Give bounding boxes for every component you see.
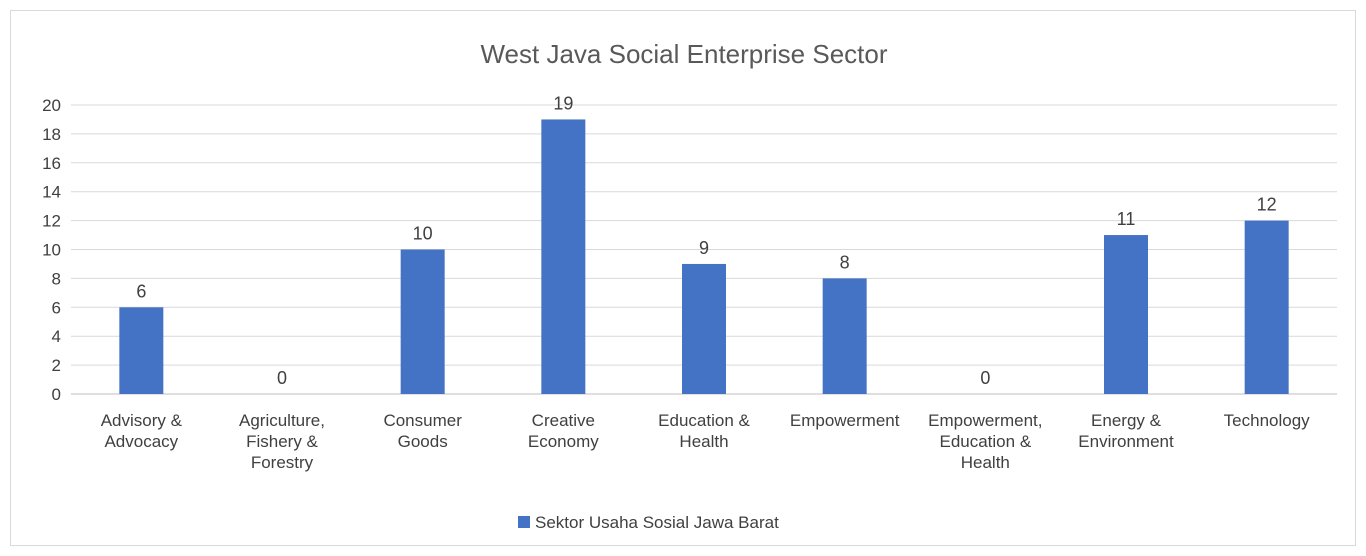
bar <box>400 249 445 394</box>
legend-swatch <box>518 516 530 528</box>
y-tick-label: 10 <box>42 241 61 260</box>
legend: Sektor Usaha Sosial Jawa Barat <box>518 513 779 532</box>
data-label: 0 <box>980 368 990 388</box>
data-label: 6 <box>136 281 146 301</box>
y-tick-label: 18 <box>42 125 61 144</box>
data-label: 12 <box>1257 195 1277 215</box>
bar <box>119 307 164 394</box>
y-tick-label: 14 <box>42 183 61 202</box>
category-label: Consumer Goods <box>383 411 462 451</box>
data-label: 10 <box>413 224 433 244</box>
chart-title: West Java Social Enterprise Sector <box>480 39 887 69</box>
bar <box>1104 235 1148 394</box>
legend-label: Sektor Usaha Sosial Jawa Barat <box>535 513 779 532</box>
category-label: Energy & Environment <box>1078 411 1174 451</box>
x-axis-categories: Advisory & Advocacy Agriculture, Fishery & F… <box>101 411 1310 472</box>
category-label: Education & Health <box>658 411 750 451</box>
category-label: Creative Economy <box>528 411 599 451</box>
bar <box>1244 220 1289 394</box>
category-label: Empowerment, Education & Health <box>928 411 1042 472</box>
data-label: 11 <box>1117 209 1136 229</box>
category-label: Empowerment <box>790 411 900 430</box>
bar <box>682 263 726 394</box>
y-tick-label: 4 <box>52 327 61 346</box>
data-label: 9 <box>699 238 709 258</box>
y-tick-label: 12 <box>42 212 61 231</box>
category-label: Advisory & Advocacy <box>101 411 183 451</box>
chart-frame: West Java Social Enterprise Sector 0 2 4 6 8… <box>10 10 1356 546</box>
bar-chart: West Java Social Enterprise Sector 0 2 4 6 8… <box>42 39 1337 532</box>
y-tick-label: 2 <box>52 356 61 375</box>
bar <box>541 119 586 394</box>
y-axis-ticks: 0 2 4 6 8 10 12 14 16 18 20 <box>42 96 61 404</box>
data-label: 8 <box>840 252 850 272</box>
y-tick-label: 16 <box>42 154 61 173</box>
bars <box>119 119 1289 394</box>
category-label: Agriculture, Fishery & Forestry <box>239 411 325 472</box>
bar <box>822 278 867 394</box>
data-label: 0 <box>277 368 287 388</box>
y-tick-label: 8 <box>52 269 61 288</box>
y-tick-label: 20 <box>42 96 61 115</box>
y-tick-label: 0 <box>52 385 61 404</box>
data-label: 19 <box>553 93 573 113</box>
y-tick-label: 6 <box>52 298 61 317</box>
data-labels: 6 0 10 19 9 8 0 11 12 <box>136 93 1276 388</box>
category-label: Technology <box>1224 411 1311 430</box>
